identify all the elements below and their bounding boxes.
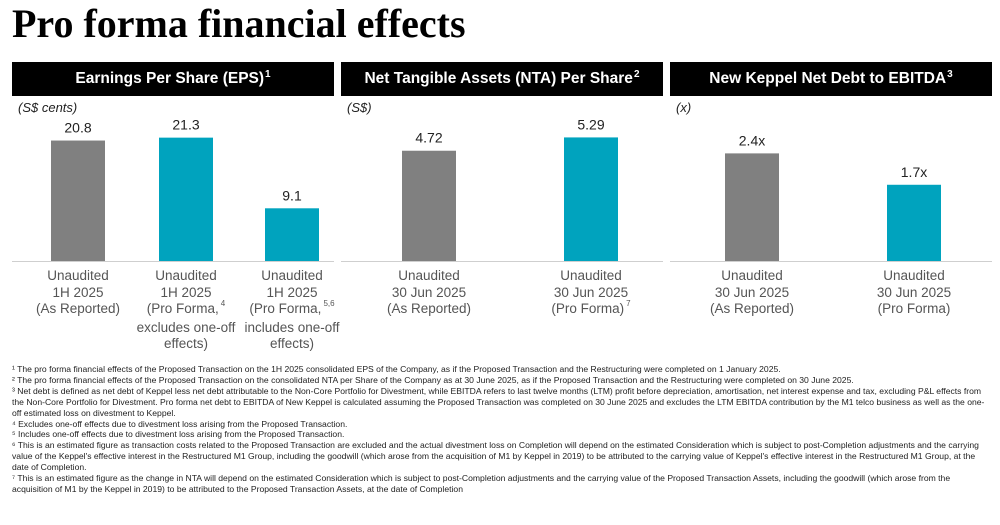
x-tick-label-line: effects) [269, 336, 315, 351]
chart-panel-2: Net Tangible Assets (NTA) Per Share 2 (S$)… [341, 62, 663, 316]
x-tick-label-line: 1H 2025 [160, 284, 212, 300]
x-tick-footnote-ref: 4 [220, 299, 226, 308]
x-tick-label-line: Unaudited [261, 268, 323, 283]
bar-value-label: 20.8 [64, 120, 91, 136]
chart-baseline [670, 261, 992, 262]
x-tick-label-line: Unaudited [398, 268, 460, 283]
bar-chart: 2.4x 1.7x [725, 132, 941, 261]
chart-title-text: Earnings Per Share (EPS) [75, 70, 265, 87]
chart-panel-1: Earnings Per Share (EPS) 1 (S$ cents) 20.8 2… [12, 62, 340, 351]
x-tick-label: Unaudited 1H 2025 (Pro Forma, 5,6 includes o… [217, 268, 367, 353]
x-tick-label-line: 30 Jun 2025 [391, 284, 467, 300]
chart-unit-label: (S$ cents) [18, 100, 78, 115]
footnote-2: ² The pro forma financial effects of the… [12, 374, 854, 385]
x-tick-label-line: 30 Jun 2025 [553, 284, 629, 300]
x-tick-label: Unaudited 30 Jun 2025 (As Reported) [677, 268, 827, 318]
footnote-4: ⁴ Excludes one-off effects due to divest… [12, 418, 348, 429]
x-tick-label-line: 1H 2025 [52, 284, 104, 300]
x-tick-label: Unaudited 30 Jun 2025 (Pro Forma) [839, 268, 989, 318]
footnote-3: ³ Net debt is defined as net debt of Kep… [12, 385, 985, 418]
footnotes: ¹ The pro forma financial effects of the… [12, 364, 992, 495]
chart-baseline [341, 261, 663, 262]
x-tick-label-line: (As Reported) [709, 301, 795, 316]
bar-value-label: 4.72 [415, 130, 442, 146]
bar-value-label: 2.4x [739, 132, 765, 148]
bar-1 [402, 150, 456, 261]
x-tick-label-line: (Pro Forma) 7 [551, 299, 631, 316]
chart-title-text: Net Tangible Assets (NTA) Per Share [364, 70, 633, 87]
x-tick-label-line: Unaudited [883, 268, 945, 283]
bar-value-label: 5.29 [577, 116, 604, 132]
chart-title: Earnings Per Share (EPS) 1 [12, 62, 334, 96]
chart-unit-label: (x) [676, 100, 692, 115]
chart-title-footnote-ref: 2 [633, 68, 640, 80]
chart-unit-label: (S$) [347, 100, 372, 115]
x-tick-label-line: effects) [163, 336, 209, 351]
bar-value-label: 21.3 [172, 117, 199, 133]
x-tick-label-line: (Pro Forma) [877, 301, 951, 316]
x-tick-label-line: 30 Jun 2025 [876, 284, 952, 300]
bar-2 [159, 137, 213, 261]
x-tick-label: Unaudited 30 Jun 2025 (Pro Forma) 7 [516, 268, 666, 320]
x-tick-label-line: Unaudited [47, 268, 109, 283]
bar-chart: 20.8 21.3 9.1 [51, 117, 319, 261]
x-tick-label: Unaudited 30 Jun 2025 (As Reported) [354, 268, 504, 318]
x-tick-label-line: (As Reported) [386, 301, 472, 316]
bar-value-label: 9.1 [282, 187, 302, 203]
x-tick-footnote-ref: 5,6 [323, 299, 335, 308]
bar-2 [564, 137, 618, 261]
bar-value-label: 1.7x [901, 164, 927, 180]
x-tick-footnote-ref: 7 [626, 299, 631, 308]
x-tick-label-line: 30 Jun 2025 [714, 284, 790, 300]
chart-title-footnote-ref: 1 [265, 68, 271, 80]
bar-2 [887, 184, 941, 261]
x-tick-label-line: Unaudited [155, 268, 217, 283]
chart-title: New Keppel Net Debt to EBITDA 3 [670, 62, 992, 96]
bar-1 [725, 153, 779, 261]
footnote-7: ⁷ This is an estimated figure as the cha… [12, 473, 951, 494]
x-tick-label-line: (Pro Forma, 4 [146, 299, 226, 316]
bar-chart: 4.72 5.29 [402, 116, 618, 261]
footnote-1: ¹ The pro forma financial effects of the… [12, 364, 781, 374]
chart-panel-3: New Keppel Net Debt to EBITDA 3 (x) 2.4x 1.7… [670, 62, 992, 316]
chart-title-footnote-ref: 3 [947, 68, 953, 80]
x-tick-label: Unaudited 1H 2025 (As Reported) [3, 268, 153, 318]
x-tick-label-line: Unaudited [721, 268, 783, 283]
x-tick-label-line: excludes one-off [136, 319, 236, 335]
chart-baseline [12, 261, 334, 262]
bar-1 [51, 140, 105, 261]
x-tick-label-line: 1H 2025 [266, 284, 318, 300]
chart-title: Net Tangible Assets (NTA) Per Share 2 [341, 62, 663, 96]
x-tick-label-line: (As Reported) [35, 301, 121, 316]
bar-3 [265, 208, 319, 261]
x-tick-label-line: Unaudited [560, 268, 622, 283]
page-title: Pro forma financial effects [12, 1, 466, 46]
x-tick-label-line: includes one-off [244, 319, 340, 335]
x-tick-label-line: (Pro Forma, 5,6 [249, 299, 335, 316]
chart-title-text: New Keppel Net Debt to EBITDA [709, 70, 947, 87]
footnote-5: ⁵ Includes one-off effects due to divest… [12, 429, 345, 440]
x-tick-label: Unaudited 1H 2025 (Pro Forma, 4 excludes one… [111, 268, 261, 353]
footnote-6: ⁶ This is an estimated figure as transac… [12, 440, 979, 473]
